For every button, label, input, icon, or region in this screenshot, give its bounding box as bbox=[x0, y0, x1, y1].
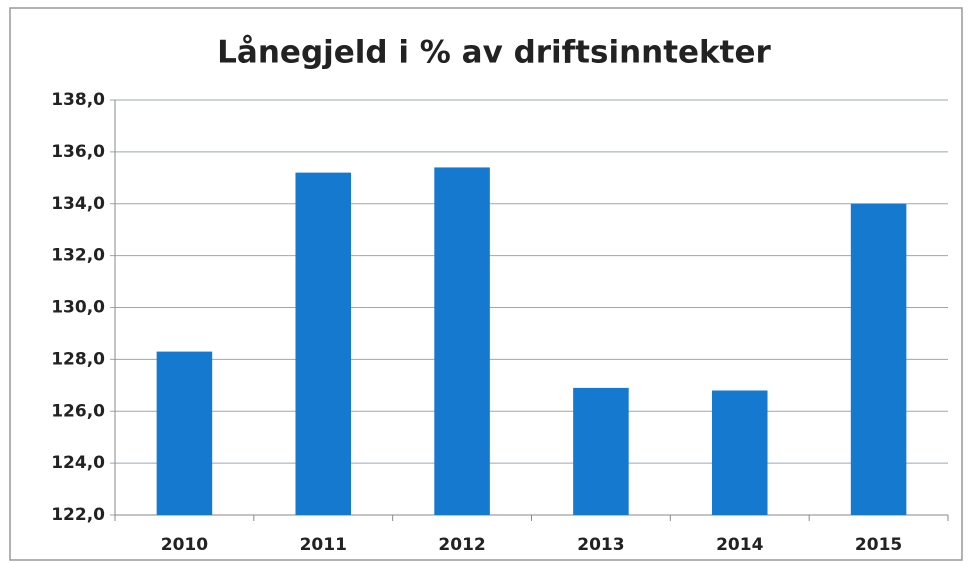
y-tick-label: 128,0 bbox=[51, 349, 105, 369]
bar bbox=[434, 167, 490, 515]
x-tick-label: 2014 bbox=[716, 535, 763, 555]
x-tick-label: 2015 bbox=[855, 535, 902, 555]
x-tick-label: 2010 bbox=[161, 535, 208, 555]
y-tick-label: 126,0 bbox=[51, 401, 105, 421]
x-tick-label: 2011 bbox=[300, 535, 347, 555]
bar bbox=[850, 203, 907, 515]
y-tick-label: 122,0 bbox=[51, 505, 105, 525]
bar bbox=[295, 172, 352, 515]
bar bbox=[156, 351, 213, 515]
y-tick-label: 134,0 bbox=[51, 194, 105, 214]
x-tick-label: 2013 bbox=[577, 535, 624, 555]
y-tick-label: 124,0 bbox=[51, 453, 105, 473]
y-tick-label: 130,0 bbox=[51, 298, 105, 318]
y-tick-label: 138,0 bbox=[51, 90, 105, 110]
y-tick-label: 132,0 bbox=[51, 246, 105, 266]
chart-title: Lånegjeld i % av driftsinntekter bbox=[217, 35, 771, 71]
bar bbox=[711, 390, 768, 515]
x-tick-label: 2012 bbox=[438, 535, 485, 555]
bar bbox=[573, 387, 629, 515]
y-tick-label: 136,0 bbox=[51, 142, 105, 162]
